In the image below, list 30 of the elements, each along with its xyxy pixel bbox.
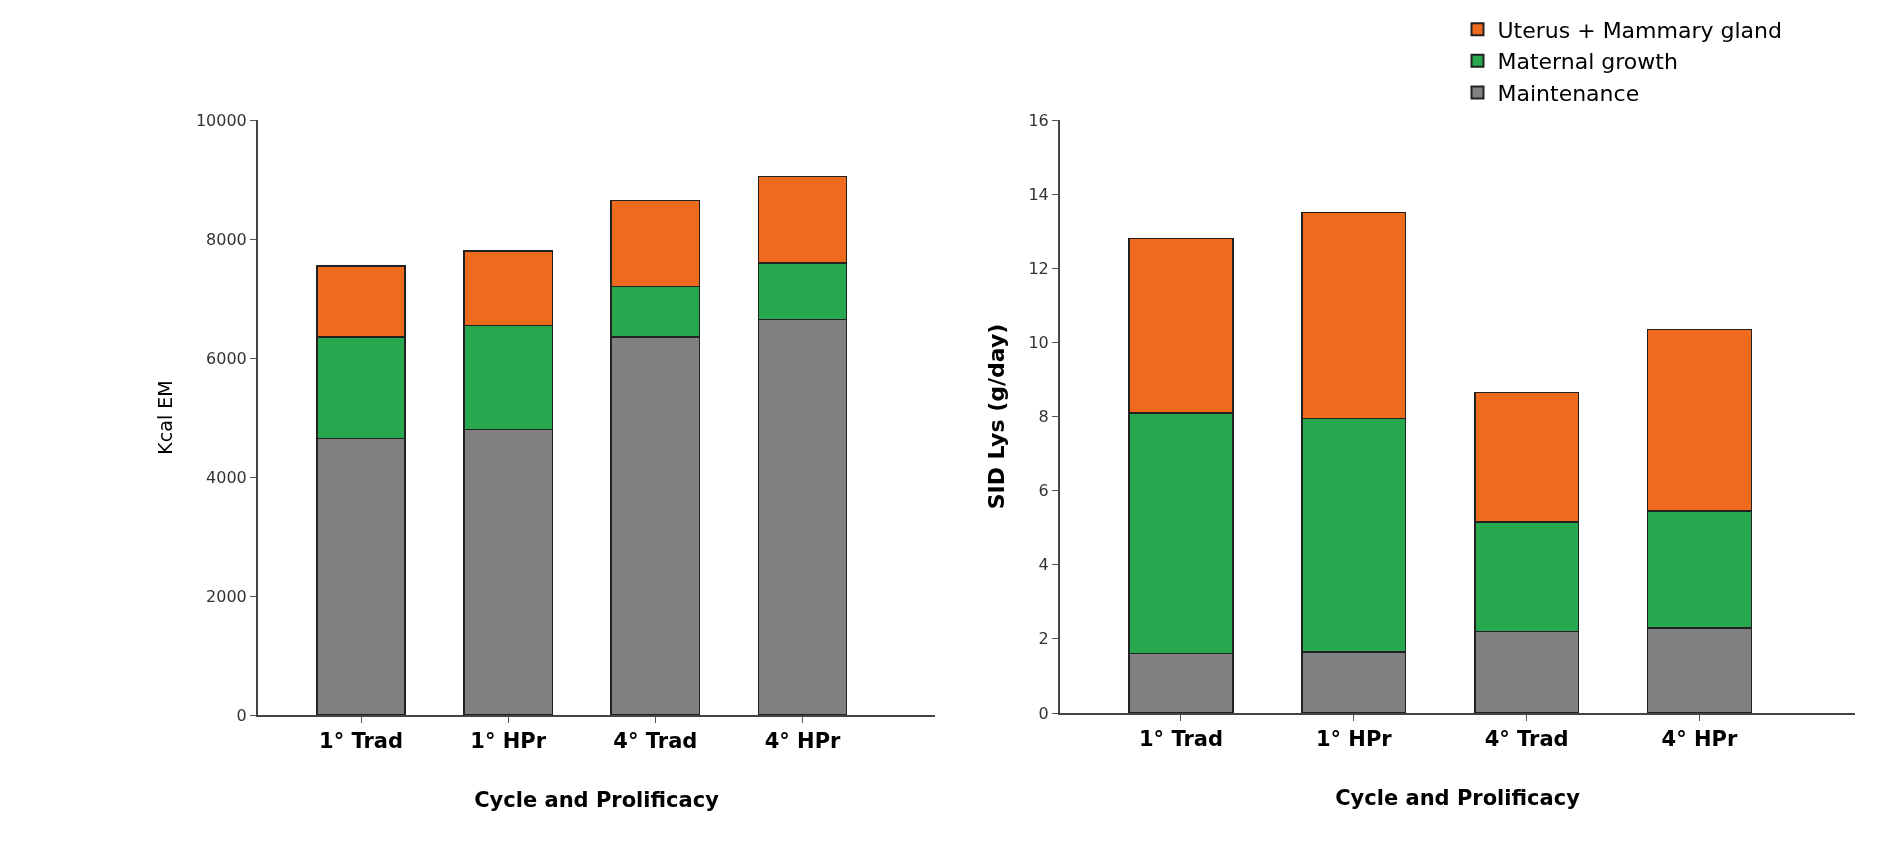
y-tick-label: 8 (1038, 407, 1049, 427)
x-tick-label: 4° HPr (1661, 727, 1738, 752)
y-tick-label: 4000 (206, 467, 247, 487)
y-tick-label: 10000 (195, 110, 247, 130)
legend-label: Maternal growth (1497, 49, 1678, 75)
y-tick-label: 0 (236, 705, 247, 725)
y-tick-label: 10 (1028, 332, 1049, 352)
x-axis-title: Cycle and Prolificacy (1335, 785, 1581, 810)
y-tick-label: 4 (1038, 555, 1049, 575)
x-tick-label: 4° HPr (764, 729, 842, 754)
y-tick-label: 12 (1028, 258, 1049, 278)
legend-label: Maintenance (1497, 81, 1640, 107)
y-tick-label: 2 (1038, 629, 1049, 649)
y-tick-label: 0 (1038, 703, 1049, 723)
x-tick-label: 1° Trad (319, 729, 404, 754)
y-tick-label: 8000 (206, 229, 247, 249)
legend-label: Uterus + Mammary gland (1497, 17, 1782, 43)
y-tick-label: 16 (1028, 110, 1049, 130)
x-tick-label: 1° HPr (1315, 727, 1393, 752)
y-tick-label: 2000 (206, 586, 247, 606)
y-tick-label: 6 (1038, 481, 1049, 501)
x-tick-label: 4° Trad (1484, 727, 1569, 752)
x-tick-label: 1° HPr (470, 729, 547, 754)
x-tick-label: 4° Trad (613, 729, 698, 754)
y-axis-title: SID Lys (g/day) (983, 323, 1009, 510)
y-tick-label: 6000 (206, 348, 247, 368)
y-axis-title: Kcal EM (154, 380, 177, 455)
x-tick-label: 1° Trad (1138, 727, 1223, 752)
x-axis-title: Cycle and Prolificacy (474, 787, 720, 812)
y-tick-label: 14 (1028, 184, 1049, 204)
